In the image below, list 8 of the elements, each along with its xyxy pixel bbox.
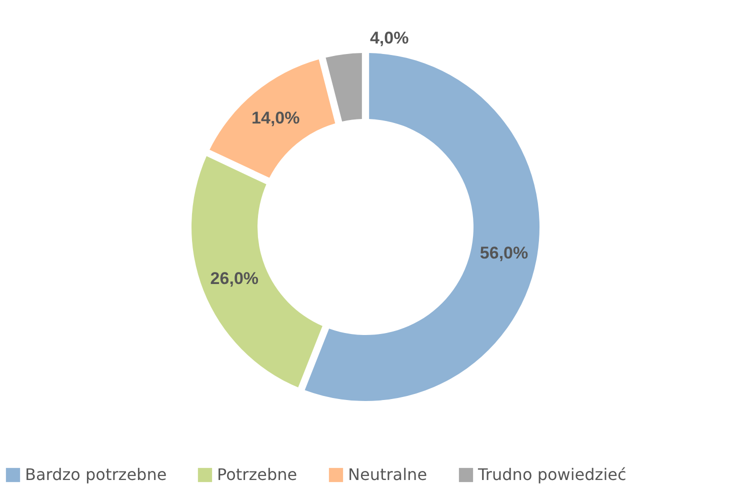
- legend-label: Bardzo potrzebne: [25, 465, 167, 484]
- legend-label: Potrzebne: [217, 465, 298, 484]
- data-label: 26,0%: [210, 268, 259, 288]
- data-label: 4,0%: [370, 28, 409, 48]
- data-label: 14,0%: [252, 108, 300, 128]
- legend-label: Trudno powiedzieć: [477, 465, 626, 484]
- data-label: 56,0%: [480, 243, 528, 262]
- legend-label: Neutralne: [348, 465, 428, 484]
